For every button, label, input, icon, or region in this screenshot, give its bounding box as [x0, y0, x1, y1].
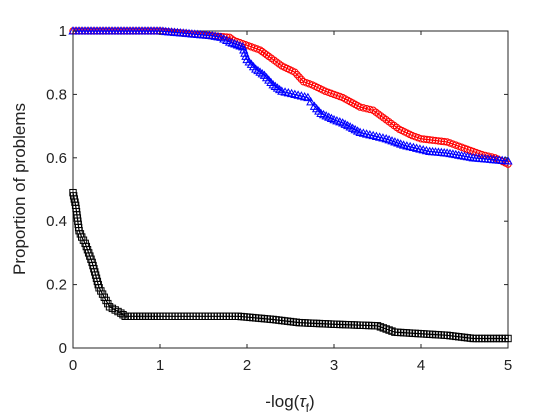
series-2-point [306, 96, 316, 106]
series-2-point [456, 150, 467, 160]
series-2-point [227, 38, 237, 47]
series-2-point [454, 150, 464, 159]
series-2-point [268, 80, 278, 89]
series-layer [68, 26, 513, 343]
x-tick-label: 4 [417, 357, 425, 374]
x-axis-label-text: -log( [265, 392, 299, 411]
series-2-point [224, 37, 235, 46]
series-1-point [434, 137, 443, 145]
series-1-point [417, 135, 425, 143]
x-axis-label-subscript: f [306, 401, 310, 415]
series-1-point [293, 70, 301, 79]
x-axis-label: -log(τf) [265, 392, 314, 415]
series-2-point [465, 152, 475, 161]
y-tick-label: 1 [59, 23, 67, 40]
series-2-point [232, 40, 243, 49]
series-2-point [207, 30, 217, 40]
series-2-point [210, 31, 220, 40]
y-tick-label: 0 [59, 340, 67, 357]
series-2-point [253, 65, 263, 75]
series-1-point [431, 136, 440, 145]
series-2-point [239, 45, 249, 54]
series-3-point [504, 334, 512, 343]
series-2-point [238, 42, 248, 51]
series-2-point [448, 149, 458, 158]
y-tick-label: 0.6 [46, 150, 67, 167]
series-2-point [257, 68, 267, 78]
series-2-point [274, 84, 285, 94]
series-1-point [428, 136, 437, 144]
y-axis-label: Proportion of problems [10, 103, 29, 275]
x-axis-label-symbol: τ [299, 392, 307, 411]
series-1-point [262, 51, 271, 59]
tick-layer: 0 1 2 3 4 5 0 0.2 0.4 0.6 0.8 1 [46, 23, 512, 374]
series-2-point [459, 151, 470, 160]
x-axis-label-close: ) [309, 392, 315, 411]
series-2-point [503, 156, 513, 165]
series-1-point [437, 137, 445, 145]
series-2-point [213, 31, 223, 41]
y-tick-label: 0.4 [46, 213, 67, 230]
series-2-point [270, 81, 280, 91]
x-tick-label: 5 [504, 357, 512, 374]
x-tick-label: 0 [69, 357, 77, 374]
series-2-point [303, 92, 313, 102]
series-1-point [420, 135, 428, 143]
series-2-point [272, 83, 283, 92]
series-2-point [445, 148, 455, 158]
series-2-point [240, 48, 250, 57]
series-3-point [119, 311, 127, 319]
x-tick-label: 3 [330, 357, 338, 374]
series-1-point [295, 73, 303, 81]
series-1-point [423, 135, 431, 144]
series-2-point [255, 67, 265, 76]
y-tick-label: 0.2 [46, 277, 67, 294]
series-2-point [462, 151, 473, 161]
series-1-point [297, 75, 306, 84]
series-1-point [426, 136, 434, 144]
series-2-point [241, 51, 251, 60]
y-tick-label: 0.8 [46, 86, 67, 103]
series-2-point [451, 149, 461, 159]
series-2-point [235, 41, 245, 50]
series-2-point [442, 148, 452, 157]
x-tick-label: 1 [156, 357, 164, 374]
series-2-point [230, 39, 240, 48]
series-1-point [366, 105, 374, 114]
series-1-point [291, 68, 299, 76]
x-tick-label: 2 [243, 357, 251, 374]
series-2-point [251, 64, 261, 73]
axes-box [72, 30, 509, 349]
